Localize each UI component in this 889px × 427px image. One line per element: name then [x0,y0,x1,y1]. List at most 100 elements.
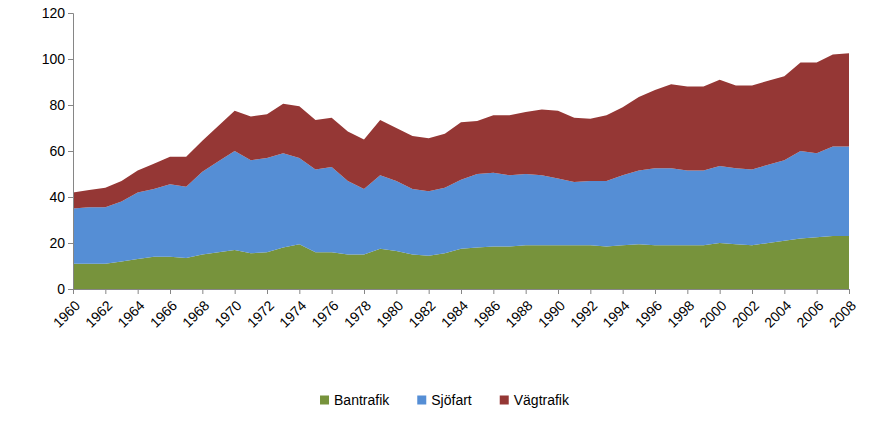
x-axis: 1960196219641966196819701972197419761978… [50,289,859,331]
x-tick: 1968 [179,289,212,331]
x-tick-mark [849,289,850,294]
x-tick-mark [720,289,721,294]
y-tick-mark [68,289,73,290]
x-tick: 2002 [729,289,762,331]
x-tick-label: 1986 [470,297,503,330]
x-tick-mark [105,289,106,294]
x-tick: 1970 [211,289,244,331]
x-tick-mark [364,289,365,294]
plot-area [73,53,849,289]
y-tick: 100 [42,51,73,67]
x-tick: 1990 [535,289,568,331]
x-tick-mark [623,289,624,294]
y-tick: 120 [42,5,73,21]
x-tick-label: 1998 [664,297,697,330]
x-tick-label: 2004 [761,297,794,330]
y-tick-mark [68,197,73,198]
legend-item: Sjöfart [417,392,472,408]
y-tick-mark [68,105,73,106]
x-tick-mark [493,289,494,294]
x-tick-label: 1976 [308,297,341,330]
x-tick-mark [526,289,527,294]
x-tick: 2004 [761,289,794,331]
x-tick-mark [590,289,591,294]
x-tick-label: 1994 [599,297,632,330]
x-tick: 1976 [308,289,341,331]
x-tick-label: 1992 [567,297,600,330]
y-tick: 80 [49,97,73,113]
x-tick: 1996 [632,289,665,331]
x-tick-mark [752,289,753,294]
y-tick-label: 80 [49,97,65,113]
x-tick-mark [235,289,236,294]
x-tick: 1982 [405,289,438,331]
legend-label: Bantrafik [334,392,390,408]
y-tick: 40 [49,189,73,205]
x-tick-mark [817,289,818,294]
x-tick-label: 1990 [535,297,568,330]
y-tick-mark [68,151,73,152]
legend-swatch [417,396,426,405]
legend-item: Bantrafik [320,392,390,408]
y-tick: 0 [57,281,73,297]
y-axis: 0 20 40 60 80 100 120 [42,5,74,297]
legend-label: Vägtrafik [514,392,570,408]
x-tick-mark [202,289,203,294]
x-tick-label: 1974 [276,297,309,330]
y-tick-label: 100 [42,51,66,67]
x-tick-label: 1962 [82,297,115,330]
x-tick-label: 1968 [179,297,212,330]
y-axis-line [68,14,74,290]
y-tick: 60 [49,143,73,159]
x-tick-label: 1984 [438,297,471,330]
x-tick-label: 1978 [341,297,374,330]
x-tick-label: 1972 [244,297,277,330]
x-tick: 1994 [599,289,632,331]
x-tick: 1988 [502,289,535,331]
x-tick-mark [138,289,139,294]
x-tick-mark [332,289,333,294]
x-tick: 1980 [373,289,406,331]
legend: Bantrafik Sjöfart Vägtrafik [320,392,570,408]
x-tick: 1992 [567,289,600,331]
x-tick-label: 2002 [729,297,762,330]
y-tick-label: 20 [49,235,65,251]
x-tick-label: 1970 [211,297,244,330]
x-tick-mark [73,289,74,294]
x-tick-label: 1966 [147,297,180,330]
x-tick: 1974 [276,289,309,331]
x-tick: 1986 [470,289,503,331]
x-tick-label: 2006 [793,297,826,330]
x-tick-mark [558,289,559,294]
x-tick: 1972 [244,289,277,331]
y-tick-mark [68,243,73,244]
y-tick-mark [68,59,73,60]
x-tick-mark [461,289,462,294]
chart: 0204060801001201960196219641966196819701… [0,0,889,427]
legend-label: Sjöfart [431,392,472,408]
x-tick-mark [784,289,785,294]
y-tick: 20 [49,235,73,251]
x-tick-label: 2000 [696,297,729,330]
x-tick-label: 2008 [826,297,859,330]
x-tick: 2000 [696,289,729,331]
y-tick-label: 0 [57,281,65,297]
x-tick-mark [299,289,300,294]
x-tick: 1964 [114,289,147,331]
legend-swatch [500,396,509,405]
x-tick-mark [687,289,688,294]
x-tick-label: 1960 [50,297,83,330]
x-tick-label: 1996 [632,297,665,330]
x-tick-label: 1988 [502,297,535,330]
x-tick-mark [396,289,397,294]
x-tick: 1962 [82,289,115,331]
x-tick-label: 1982 [405,297,438,330]
y-tick-mark [68,13,73,14]
x-tick-mark [170,289,171,294]
x-tick-label: 1980 [373,297,406,330]
x-tick: 1998 [664,289,697,331]
x-tick: 1984 [438,289,471,331]
x-tick-mark [267,289,268,294]
x-axis-line [74,290,850,295]
x-tick-mark [655,289,656,294]
